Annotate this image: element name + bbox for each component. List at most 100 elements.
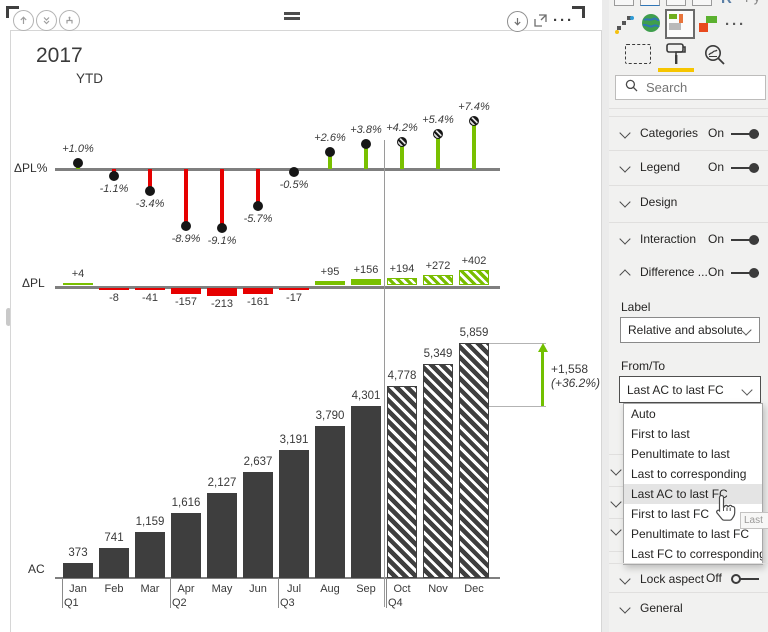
drill-up-icon[interactable] [13, 10, 34, 31]
gallery-icon-clipped-1[interactable] [614, 0, 634, 6]
delta-bar[interactable] [459, 269, 489, 285]
hidden-section-chevron-icon[interactable] [610, 524, 622, 536]
pin-head[interactable] [109, 171, 119, 182]
toggle-on[interactable] [731, 235, 759, 245]
delta-bar[interactable] [279, 288, 309, 290]
format-tab-icon[interactable] [665, 42, 687, 66]
delta-bar[interactable] [243, 288, 273, 295]
delta-bar[interactable] [351, 279, 381, 285]
chevron-down-icon[interactable] [619, 233, 631, 245]
toggle-on[interactable] [731, 163, 759, 173]
search-input[interactable] [644, 79, 748, 96]
gallery-more-icon[interactable]: ··· [725, 16, 746, 33]
fromto-option-penultimate-to-last-fc[interactable]: Penultimate to last FC [631, 527, 750, 541]
format-section-categories[interactable]: Categories On [609, 119, 768, 149]
gallery-icon-clipped-4[interactable] [692, 0, 712, 6]
visual-drag-grip-2[interactable] [284, 17, 300, 20]
fromto-option-penultimate-to-last[interactable]: Penultimate to last [631, 447, 730, 461]
delta-bar[interactable] [423, 274, 453, 285]
ac-column[interactable] [63, 563, 93, 578]
fields-tab-icon[interactable] [625, 44, 651, 64]
pin-stem[interactable] [184, 169, 188, 227]
pin-head[interactable] [397, 136, 407, 147]
pin-head[interactable] [253, 200, 263, 211]
pin-head[interactable] [73, 157, 83, 168]
selection-handle-left[interactable] [6, 308, 11, 326]
chevron-up-icon[interactable] [619, 269, 631, 281]
chevron-down-icon[interactable] [619, 573, 631, 585]
visual-drag-grip[interactable] [284, 12, 300, 15]
fromto-option-auto[interactable]: Auto [631, 407, 656, 421]
delta-bar[interactable] [207, 288, 237, 297]
map-visual-icon[interactable] [640, 12, 662, 34]
selection-corner-top-right-v[interactable] [582, 6, 585, 18]
hidden-section-chevron-icon[interactable] [610, 464, 622, 476]
delta-bar[interactable] [171, 288, 201, 294]
chevron-down-icon[interactable] [619, 602, 631, 614]
fromto-option-first-to-last-fc[interactable]: First to last FC [631, 507, 710, 521]
format-section-interaction[interactable]: Interaction On [609, 225, 768, 255]
fromto-option-first-to-last[interactable]: First to last [631, 427, 690, 441]
fromto-option-last-ac-to-last-fc[interactable]: Last AC to last FC [624, 484, 762, 504]
pin-head[interactable] [145, 185, 155, 196]
scatter-visual-icon[interactable] [613, 13, 635, 35]
pin-head[interactable] [433, 129, 443, 140]
zebra-bi-visual-icon-selected[interactable] [665, 9, 695, 39]
delta-bar[interactable] [387, 277, 417, 285]
pin-stem[interactable] [472, 121, 476, 169]
gallery-icon-clipped-3[interactable] [666, 0, 686, 6]
pin-head[interactable] [217, 222, 227, 233]
pin-stem[interactable] [148, 169, 152, 191]
gallery-icon-r-clipped[interactable]: R [721, 0, 732, 7]
pin-stem[interactable] [364, 144, 368, 169]
format-section-general[interactable]: General [609, 596, 768, 622]
ac-column[interactable] [315, 426, 345, 578]
ac-column[interactable] [387, 386, 417, 578]
pin-head[interactable] [361, 139, 371, 150]
gallery-icon-py-clipped[interactable]: Py [745, 0, 760, 5]
focus-mode-icon[interactable] [533, 13, 548, 33]
visual-more-options-icon[interactable]: ··· [553, 12, 574, 29]
ac-column[interactable] [351, 405, 381, 578]
difference-label-select[interactable]: Relative and absolute [620, 317, 760, 343]
delta-bar[interactable] [99, 288, 129, 290]
chevron-down-icon[interactable] [619, 127, 631, 139]
ac-column[interactable] [459, 343, 489, 578]
fromto-select[interactable]: Last AC to last FC [619, 376, 761, 403]
pin-stem[interactable] [328, 152, 332, 169]
gallery-icon-clipped-2[interactable] [640, 0, 660, 6]
format-section-legend[interactable]: Legend On [609, 153, 768, 183]
pin-head[interactable] [181, 221, 191, 232]
ac-column[interactable] [135, 531, 165, 578]
pin-stem[interactable] [220, 169, 224, 228]
ac-column[interactable] [423, 363, 453, 578]
analytics-tab-icon[interactable] [703, 43, 727, 67]
expand-hierarchy-icon[interactable] [59, 10, 80, 31]
pin-stem[interactable] [256, 169, 260, 206]
pin-stem[interactable] [436, 134, 440, 169]
ac-column[interactable] [243, 472, 273, 578]
toggle-on[interactable] [731, 129, 759, 139]
format-section-difference-[interactable]: Difference ... On [609, 258, 768, 288]
format-section-lock-aspect[interactable]: Lock aspect Off [609, 567, 768, 593]
delta-bar[interactable] [315, 281, 345, 285]
ac-column[interactable] [207, 492, 237, 578]
ac-column[interactable] [171, 513, 201, 578]
delta-bar[interactable] [135, 288, 165, 290]
selection-corner-top-left-v[interactable] [6, 6, 9, 18]
kpi-flag-visual-icon[interactable] [697, 13, 719, 35]
chevron-down-icon[interactable] [619, 161, 631, 173]
pin-head[interactable] [325, 147, 335, 158]
delta-bar[interactable] [63, 283, 93, 285]
search-box[interactable] [615, 75, 766, 100]
pin-stem[interactable] [400, 141, 404, 169]
ac-column[interactable] [279, 450, 309, 578]
selection-corner-top-left[interactable] [6, 6, 19, 9]
chevron-down-icon[interactable] [619, 196, 631, 208]
fromto-option-last-fc-to-corresponding[interactable]: Last FC to corresponding [631, 547, 762, 561]
hidden-section-chevron-icon[interactable] [610, 496, 622, 508]
toggle-off[interactable] [731, 574, 759, 584]
drill-down-double-arrow-icon[interactable] [36, 10, 57, 31]
toggle-on[interactable] [731, 268, 759, 278]
ac-column[interactable] [99, 548, 129, 578]
